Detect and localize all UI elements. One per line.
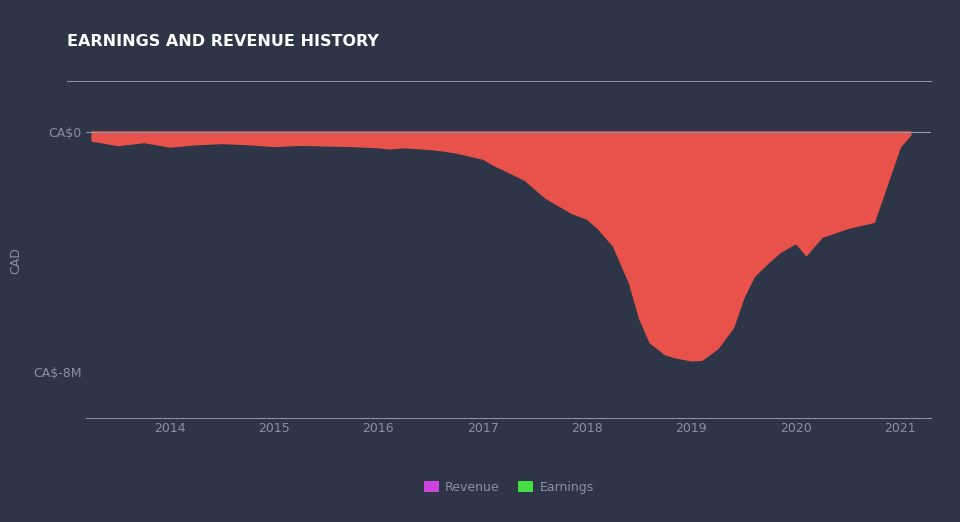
Y-axis label: CAD: CAD — [9, 247, 22, 275]
Text: EARNINGS AND REVENUE HISTORY: EARNINGS AND REVENUE HISTORY — [67, 34, 379, 49]
Legend: Revenue, Earnings: Revenue, Earnings — [419, 476, 599, 499]
